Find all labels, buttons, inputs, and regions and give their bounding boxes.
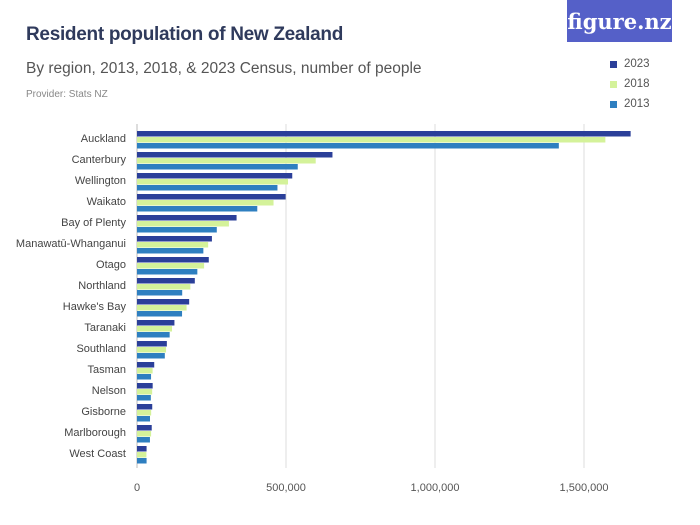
x-tick-label: 1,500,000	[560, 482, 609, 494]
category-label: Waikato	[87, 196, 126, 208]
bar-2023	[137, 278, 195, 284]
x-tick-label: 0	[134, 482, 140, 494]
bar-2013	[137, 269, 198, 275]
bar-2023	[137, 152, 333, 158]
bar-2013	[137, 416, 151, 422]
bar-2023	[137, 341, 167, 347]
bar-2023	[137, 194, 286, 200]
bar-2013	[137, 353, 165, 359]
x-tick-label: 1,000,000	[411, 482, 460, 494]
category-label: Manawatū-Whanganui	[16, 238, 126, 250]
legend: 2023 2018 2013	[610, 54, 650, 114]
legend-item-2013: 2013	[610, 94, 650, 114]
category-label: Auckland	[81, 133, 126, 145]
bar-2023	[137, 362, 155, 368]
bar-2013	[137, 437, 150, 443]
category-label: Northland	[78, 280, 126, 292]
category-label: Southland	[76, 343, 126, 355]
bar-2018	[137, 179, 289, 185]
legend-item-2023: 2023	[610, 54, 650, 74]
figure-nz-logo[interactable]: figure.nz	[567, 0, 672, 42]
bar-2013	[137, 395, 151, 401]
bar-2023	[137, 215, 237, 221]
bar-2013	[137, 311, 183, 317]
bar-2023	[137, 173, 293, 179]
bar-2013	[137, 332, 170, 338]
bar-2018	[137, 200, 274, 206]
category-label: Nelson	[92, 385, 126, 397]
bar-2018	[137, 389, 153, 395]
category-label: Otago	[96, 259, 126, 271]
bar-2023	[137, 446, 147, 452]
bar-2018	[137, 347, 167, 353]
x-tick-label: 500,000	[266, 482, 306, 494]
bar-2013	[137, 185, 278, 191]
bar-2018	[137, 305, 187, 311]
bar-2023	[137, 299, 190, 305]
chart-title: Resident population of New Zealand	[26, 24, 344, 45]
bar-2023	[137, 320, 175, 326]
bar-2013	[137, 458, 147, 464]
bar-2018	[137, 452, 147, 458]
category-label: Marlborough	[64, 427, 126, 439]
category-label: Wellington	[75, 175, 126, 187]
bar-2018	[137, 263, 205, 269]
bar-2018	[137, 158, 316, 164]
legend-swatch	[610, 80, 617, 88]
bar-2023	[137, 257, 209, 263]
category-label: Canterbury	[72, 154, 127, 166]
category-label: Hawke's Bay	[63, 301, 127, 313]
bar-2013	[137, 374, 152, 380]
chart-subtitle: By region, 2013, 2018, & 2023 Census, nu…	[26, 60, 422, 77]
bar-2013	[137, 227, 217, 233]
category-label: Tasman	[87, 364, 126, 376]
legend-swatch	[610, 60, 617, 68]
bar-2013	[137, 164, 298, 170]
bar-2013	[137, 248, 204, 254]
bar-2018	[137, 410, 152, 416]
bar-2013	[137, 206, 258, 212]
bar-2018	[137, 431, 152, 437]
bar-2018	[137, 242, 209, 248]
bar-2013	[137, 290, 183, 296]
bar-2023	[137, 404, 153, 410]
legend-item-2018: 2018	[610, 74, 650, 94]
provider-label: Provider: Stats NZ	[26, 89, 108, 100]
bar-2023	[137, 236, 212, 242]
bar-2023	[137, 131, 631, 137]
bar-2018	[137, 368, 153, 374]
bar-2018	[137, 137, 606, 143]
bar-2023	[137, 425, 152, 431]
bar-2018	[137, 284, 191, 290]
legend-swatch	[610, 100, 617, 108]
bar-2023	[137, 383, 153, 389]
category-label: Bay of Plenty	[61, 217, 126, 229]
bar-2013	[137, 143, 559, 149]
category-label: Gisborne	[81, 406, 126, 418]
bar-2018	[137, 326, 173, 332]
category-label: Taranaki	[84, 322, 126, 334]
category-label: West Coast	[69, 448, 126, 460]
bar-2018	[137, 221, 229, 227]
